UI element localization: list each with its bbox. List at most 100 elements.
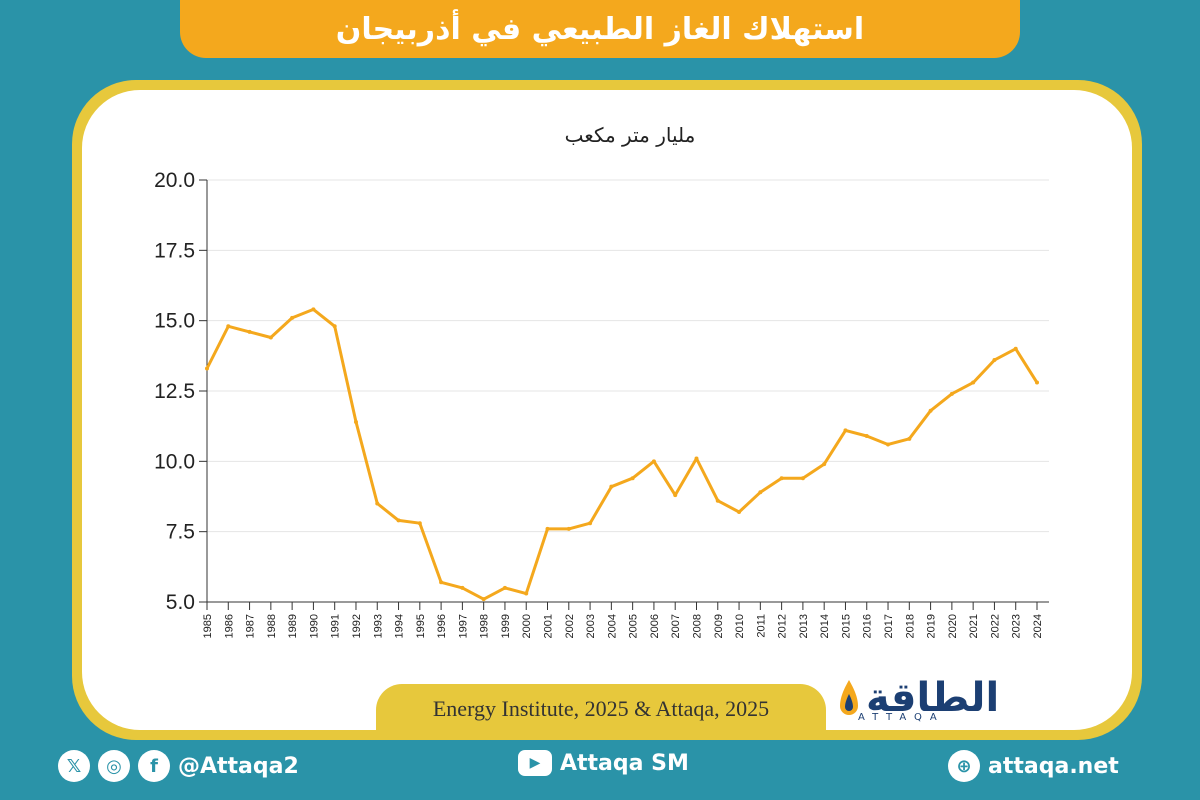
globe-icon: ⊕ [948, 750, 980, 782]
data-point [417, 521, 422, 526]
data-point [1035, 380, 1039, 385]
title-banner: استهلاك الغاز الطبيعي في أذربيجان [180, 0, 1020, 58]
data-point [460, 585, 465, 590]
x-tick-label: 2011 [755, 614, 767, 638]
x-tick-label: 2015 [840, 614, 852, 638]
x-tick-label: 2024 [1032, 614, 1044, 638]
x-tick-label: 1987 [245, 614, 257, 638]
youtube-icon: ▶ [518, 750, 552, 776]
data-point [971, 380, 976, 385]
source-text: Energy Institute, 2025 & Attaqa, 2025 [432, 696, 770, 721]
x-icon[interactable]: 𝕏 [58, 750, 90, 782]
social-links: 𝕏 ◎ f @Attaqa2 [58, 750, 299, 782]
data-point [737, 509, 742, 514]
data-point [353, 419, 358, 424]
data-point [758, 490, 763, 495]
y-tick-label: 10.0 [154, 450, 195, 473]
chart-card: مليار متر مكعب 5.0 7.5 10.0 12.5 15.0 17.5 20.… [82, 90, 1132, 730]
chart-title: استهلاك الغاز الطبيعي في أذربيجان [335, 11, 865, 47]
social-handle[interactable]: @Attaqa2 [178, 753, 299, 779]
data-point [375, 501, 380, 506]
x-tick-label: 1994 [394, 614, 406, 638]
data-point [247, 329, 252, 334]
line-chart: مليار متر مكعب 5.0 7.5 10.0 12.5 15.0 17.5 20.… [154, 123, 1049, 638]
x-tick-label: 1995 [415, 614, 427, 638]
data-point [843, 428, 848, 433]
x-tick-label: 1990 [308, 614, 320, 638]
data-point [715, 498, 720, 503]
x-tick-label: 1996 [436, 614, 448, 638]
data-point [1013, 346, 1018, 351]
data-point [481, 597, 486, 602]
website-label: attaqa.net [988, 753, 1119, 779]
y-tick-label: 5.0 [166, 591, 195, 614]
logo-latin: ATTAQA [858, 712, 945, 723]
x-tick-label: 1997 [457, 614, 469, 638]
data-point [949, 391, 954, 396]
data-point [396, 518, 401, 523]
data-point [673, 493, 678, 498]
x-tick-label: 1993 [372, 614, 384, 638]
x-tick-label: 2023 [1011, 614, 1023, 638]
x-tick-label: 2006 [649, 614, 661, 638]
series-line [205, 307, 1039, 601]
data-point [630, 476, 635, 481]
x-tick-label: 2020 [947, 614, 959, 638]
x-tick-label: 2022 [989, 614, 1001, 638]
x-tick-label: 2002 [564, 614, 576, 638]
data-point [609, 484, 614, 489]
data-point [502, 585, 507, 590]
unit-label: مليار متر مكعب [565, 123, 696, 147]
logo-arabic: الطاقة [866, 675, 1000, 721]
x-tick-label: 1992 [351, 614, 363, 638]
flame-drop-icon [840, 680, 858, 715]
x-tick-label: 2019 [926, 614, 938, 638]
website-link[interactable]: ⊕ attaqa.net [948, 750, 1119, 782]
data-point [205, 366, 209, 371]
x-tick-label: 2007 [670, 614, 682, 638]
x-tick-label: 2008 [691, 614, 703, 638]
x-tick-label: 1988 [266, 614, 278, 638]
x-tick-label: 2014 [819, 614, 831, 638]
data-point [694, 456, 699, 461]
x-tick-label: 1991 [330, 614, 342, 638]
y-tick-label: 12.5 [154, 380, 195, 403]
x-tick-label: 1998 [479, 614, 491, 638]
data-point [588, 521, 593, 526]
footer: 𝕏 ◎ f @Attaqa2 ▶ Attaqa SM ⊕ attaqa.net [0, 742, 1200, 800]
facebook-icon[interactable]: f [138, 750, 170, 782]
data-point [800, 476, 805, 481]
data-point [779, 476, 784, 481]
data-point [651, 459, 656, 464]
x-tick-label: 1985 [202, 614, 214, 638]
data-point [268, 335, 273, 340]
y-tick-label: 20.0 [154, 169, 195, 192]
y-tick-label: 17.5 [154, 239, 195, 262]
x-tick-label: 1989 [287, 614, 299, 638]
data-point [928, 408, 933, 413]
data-point [439, 580, 444, 585]
x-tick-label: 2010 [734, 614, 746, 638]
data-point [992, 358, 997, 363]
x-tick-label: 1986 [223, 614, 235, 638]
x-tick-label: 2017 [883, 614, 895, 638]
x-tick-label: 2013 [798, 614, 810, 638]
instagram-icon[interactable]: ◎ [98, 750, 130, 782]
data-point [886, 442, 891, 447]
youtube-link[interactable]: ▶ Attaqa SM [518, 750, 689, 776]
x-tick-label: 2018 [904, 614, 916, 638]
x-tick-label: 2003 [585, 614, 597, 638]
youtube-label: Attaqa SM [560, 750, 689, 776]
attaqa-logo: الطاقة ATTAQA [838, 668, 1028, 728]
data-point [907, 436, 912, 441]
data-point [864, 434, 869, 439]
source-label: Energy Institute, 2025 & Attaqa, 2025 [376, 684, 826, 734]
data-point [311, 307, 316, 312]
y-tick-label: 7.5 [166, 521, 195, 544]
x-tick-label: 2009 [713, 614, 725, 638]
x-tick-label: 2021 [968, 614, 980, 638]
x-tick-label: 2012 [777, 614, 789, 638]
data-point [226, 324, 231, 329]
x-tick-label: 1999 [500, 614, 512, 638]
data-point [524, 591, 529, 596]
